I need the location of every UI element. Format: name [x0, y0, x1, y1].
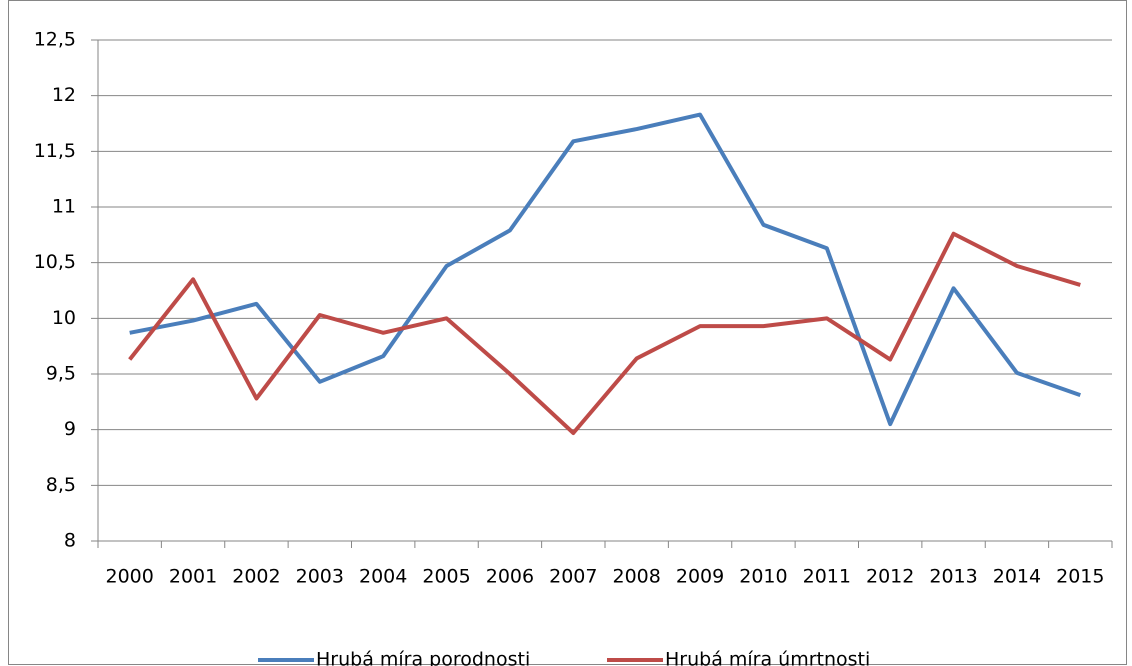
x-tick-label: 2010: [739, 566, 787, 588]
x-tick-label: 2001: [169, 566, 217, 588]
y-tick-label: 10: [52, 307, 76, 329]
legend-label: Hrubá míra úmrtnosti: [665, 649, 870, 666]
x-tick-label: 2000: [106, 566, 154, 588]
y-tick-label: 10,5: [34, 251, 76, 273]
x-tick-label: 2011: [803, 566, 851, 588]
y-tick-label: 12: [52, 84, 76, 106]
series-line: [128, 231, 1081, 436]
y-tick-label: 11,5: [34, 140, 76, 162]
legend-label: Hrubá míra porodnosti: [316, 649, 530, 666]
y-tick-label: 11: [52, 196, 76, 218]
x-tick-label: 2004: [359, 566, 407, 588]
x-tick-label: 2013: [929, 566, 977, 588]
x-tick-label: 2014: [993, 566, 1041, 588]
x-tick-label: 2005: [422, 566, 470, 588]
x-tick-label: 2008: [613, 566, 661, 588]
y-tick-label: 8,5: [46, 474, 76, 496]
y-tick-label: 9: [64, 418, 76, 440]
y-tick-label: 12,5: [34, 29, 76, 51]
x-tick-label: 2006: [486, 566, 534, 588]
x-tick-label: 2002: [232, 566, 280, 588]
x-tick-label: 2009: [676, 566, 724, 588]
x-tick-label: 2015: [1056, 566, 1104, 588]
y-tick-label: 8: [64, 530, 76, 552]
y-tick-label: 9,5: [46, 363, 76, 385]
series-line: [129, 112, 1081, 427]
chart-border: [8, 0, 1127, 665]
x-tick-label: 2012: [866, 566, 914, 588]
x-tick-label: 2003: [296, 566, 344, 588]
x-tick-label: 2007: [549, 566, 597, 588]
